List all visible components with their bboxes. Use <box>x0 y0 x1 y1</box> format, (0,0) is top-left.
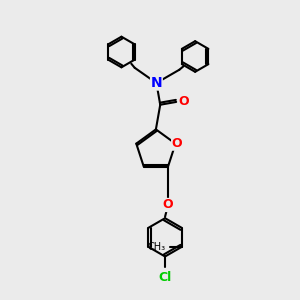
Text: O: O <box>178 95 189 108</box>
Text: CH₃: CH₃ <box>147 242 165 252</box>
Text: O: O <box>172 137 182 150</box>
Text: N: N <box>151 76 162 90</box>
Text: Cl: Cl <box>158 271 172 284</box>
Text: O: O <box>163 199 173 212</box>
